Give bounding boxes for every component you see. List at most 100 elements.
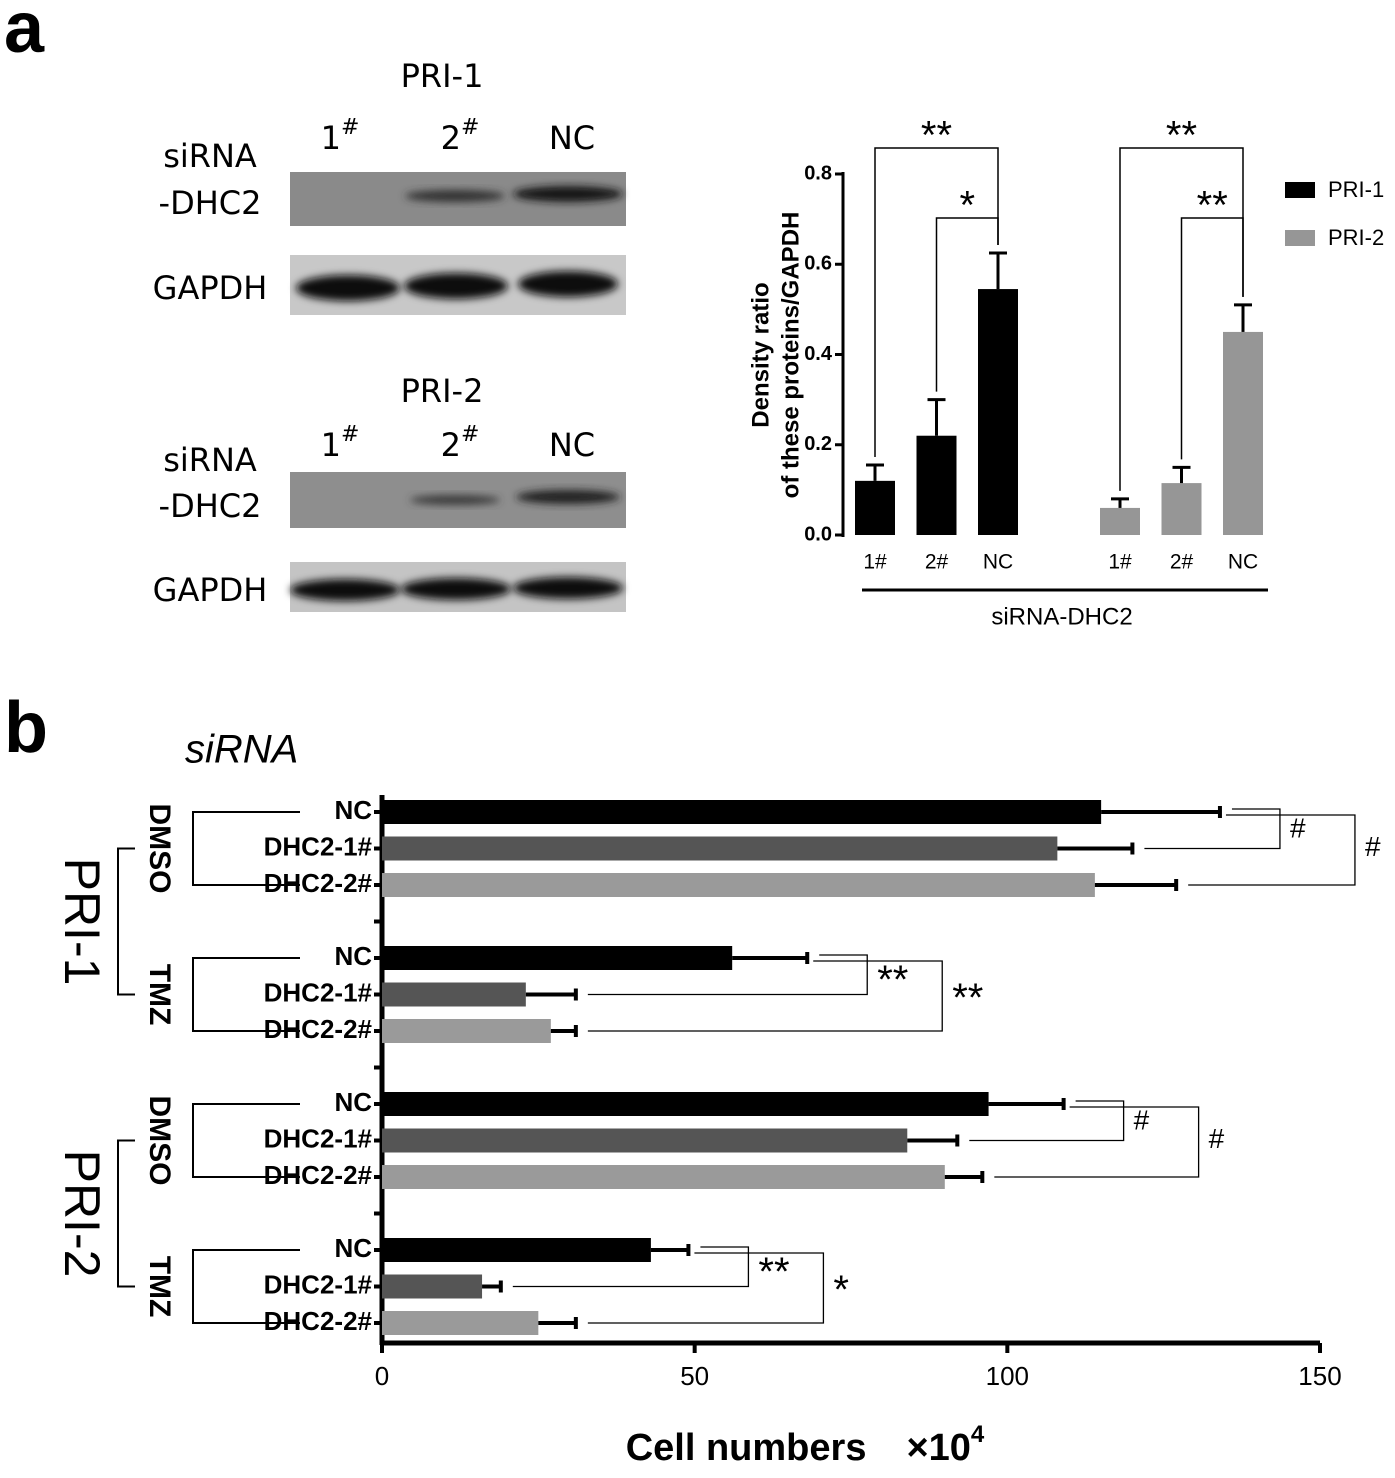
panel-label: b <box>4 688 48 768</box>
bar <box>382 873 1095 897</box>
y-tick-label: 0.8 <box>804 162 832 184</box>
bar <box>855 480 895 535</box>
y-axis-label: Density ratio <box>747 282 774 427</box>
significance-label: # <box>1290 813 1306 844</box>
significance-bracket <box>587 954 868 996</box>
subgroup-bracket <box>192 1249 300 1324</box>
bar <box>382 1311 539 1335</box>
lane-number: 2 <box>441 119 461 157</box>
bar <box>382 800 1102 824</box>
y-tick-label: NC <box>334 1233 372 1263</box>
significance-label: # <box>1365 831 1381 862</box>
x-tick-label: 50 <box>680 1361 709 1391</box>
group-label: siRNA-DHC2 <box>991 603 1132 630</box>
subgroup-label: DMSO <box>143 1096 176 1186</box>
group-bracket <box>117 847 135 996</box>
lane-label: NC <box>549 119 595 157</box>
subgroup-label: TMZ <box>143 964 176 1026</box>
significance-bracket <box>1144 808 1281 850</box>
x-tick-label: NC <box>983 551 1013 574</box>
lane-mark: # <box>461 115 479 140</box>
y-tick-label: DHC2-2# <box>264 1160 373 1190</box>
significance-label: # <box>1134 1105 1150 1136</box>
bar <box>382 1238 651 1262</box>
lane-mark: # <box>461 422 479 447</box>
subgroup-bracket <box>192 1103 300 1178</box>
bar <box>382 1274 483 1299</box>
y-tick-label: 0.0 <box>804 523 832 545</box>
y-tick-label: DHC2-2# <box>264 1306 373 1336</box>
panel-label: a <box>4 0 45 68</box>
lane-label: NC <box>549 426 595 464</box>
subgroup-bracket <box>192 811 300 886</box>
significance-label: ** <box>952 976 983 1020</box>
significance-label: ** <box>1166 114 1197 158</box>
bar <box>382 836 1058 861</box>
significance-bracket <box>874 147 999 458</box>
significance-bracket <box>1180 217 1244 460</box>
lane-label: 1# <box>321 422 360 464</box>
blot-images <box>290 172 626 612</box>
x-tick-label: 1# <box>863 551 887 574</box>
lane-mark: # <box>341 115 359 140</box>
significance-bracket <box>587 1252 825 1324</box>
x-tick-label: NC <box>1228 551 1258 574</box>
y-tick-label: DHC2-1# <box>264 1123 373 1153</box>
row-label: GAPDH <box>153 571 268 609</box>
subgroup-label: TMZ <box>143 1256 176 1318</box>
lane-label: 2# <box>441 115 480 157</box>
significance-bracket <box>994 1106 1200 1178</box>
bar <box>382 982 526 1007</box>
significance-label: * <box>833 1268 849 1312</box>
row-label: siRNA <box>163 137 257 175</box>
significance-bracket <box>587 960 943 1032</box>
legend-swatch <box>1285 182 1315 198</box>
y-tick-label: DHC2-1# <box>264 1269 373 1299</box>
significance-bracket <box>935 217 999 392</box>
bar <box>382 1019 551 1043</box>
significance-label: * <box>959 184 975 228</box>
lane-number: 1 <box>321 119 341 157</box>
lane-number: 1 <box>321 426 341 464</box>
lane-label: 2# <box>441 422 480 464</box>
y-tick-label: NC <box>334 795 372 825</box>
x-axis-label-text: Cell numbers <box>626 1427 867 1469</box>
y-tick-label: DHC2-1# <box>264 831 373 861</box>
chart-title: siRNA <box>185 728 298 772</box>
x-axis-label-unit: ×10 <box>906 1427 970 1469</box>
legend-label: PRI-2 <box>1328 225 1384 250</box>
significance-label: ** <box>877 958 908 1002</box>
row-label: -DHC2 <box>159 184 262 222</box>
bar <box>382 946 733 970</box>
legend-swatch <box>1285 230 1315 246</box>
y-tick-label: DHC2-2# <box>264 868 373 898</box>
significance-label: ** <box>758 1250 789 1294</box>
row-label: -DHC2 <box>159 487 262 525</box>
lane-label: 1# <box>321 115 360 157</box>
lane-mark: # <box>341 422 359 447</box>
x-tick-label: 1# <box>1108 551 1132 574</box>
significance-bracket <box>1188 814 1356 886</box>
bar <box>1161 483 1202 535</box>
x-tick-label: 2# <box>925 551 949 574</box>
x-tick-label: 150 <box>1298 1361 1341 1391</box>
legend-label: PRI-1 <box>1328 177 1384 202</box>
bar <box>382 1092 989 1116</box>
subgroup-bracket <box>192 957 300 1032</box>
group-bracket <box>117 1139 135 1288</box>
row-label: GAPDH <box>153 269 268 307</box>
group-label: PRI-1 <box>54 858 110 986</box>
x-axis-label-exponent: 4 <box>971 1421 985 1448</box>
significance-bracket <box>969 1100 1125 1142</box>
x-axis-label: Cell numbers ×104 <box>626 1421 985 1469</box>
y-tick-label: 0.4 <box>804 343 833 365</box>
y-tick-label: DHC2-2# <box>264 1014 373 1044</box>
bar <box>1223 331 1263 535</box>
blot-title: PRI-1 <box>401 57 484 95</box>
bar <box>382 1128 908 1153</box>
x-tick-label: 0 <box>375 1361 389 1391</box>
y-tick-label: NC <box>334 1087 372 1117</box>
significance-bracket <box>512 1246 750 1288</box>
x-tick-label: 100 <box>986 1361 1029 1391</box>
bar <box>1100 507 1140 535</box>
